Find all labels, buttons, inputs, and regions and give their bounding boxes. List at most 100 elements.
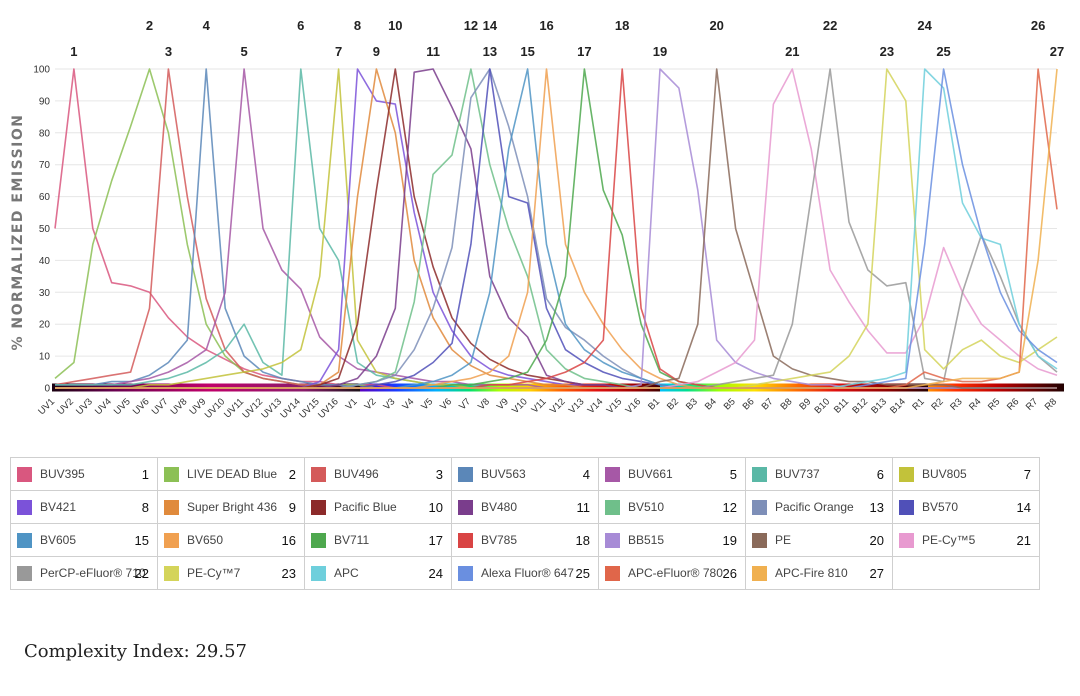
y-tick-label: 20: [39, 320, 51, 331]
legend-swatch: [164, 466, 179, 482]
peak-label: 22: [823, 18, 837, 33]
x-tick-label: R2: [929, 396, 945, 412]
legend-name: BUV661: [628, 467, 673, 482]
x-tick-label: B10: [813, 396, 833, 416]
x-tick-label: V16: [623, 396, 643, 416]
legend-number: 12: [722, 500, 737, 515]
peak-label: 21: [785, 44, 799, 59]
legend-swatch: [458, 565, 473, 581]
x-tick-label: V5: [419, 396, 435, 412]
legend-number: 25: [575, 566, 590, 581]
legend-number: 20: [869, 533, 884, 548]
legend-name: BV421: [40, 500, 77, 515]
legend-number: 11: [576, 500, 591, 515]
legend-name: BUV496: [334, 467, 379, 482]
peak-label: 26: [1031, 18, 1045, 33]
legend-row: BV605 15 BV650 16 BV711 17 BV785 18 BB515 19 PE 20 P…: [10, 523, 1040, 557]
legend-name: BUV805: [922, 467, 967, 482]
series-lines: [54, 68, 1058, 389]
x-tick-label: R5: [986, 396, 1002, 412]
peak-label: 2: [146, 18, 153, 33]
x-tick-label: UV15: [297, 396, 322, 421]
legend-number: 5: [729, 467, 737, 482]
legend-cell: LIVE DEAD Blue 2: [157, 457, 305, 491]
legend-number: 19: [722, 533, 737, 548]
legend-cell: BUV737 6: [745, 457, 893, 491]
legend-swatch: [458, 466, 473, 482]
x-tick-label: V10: [510, 396, 530, 416]
y-tick-label: 50: [39, 224, 51, 235]
x-tick-label: V13: [567, 396, 587, 416]
x-tick-label: B5: [722, 396, 738, 412]
peak-label: 1: [70, 44, 77, 59]
legend-swatch: [899, 466, 914, 482]
legend-cell: BV711 17: [304, 523, 452, 557]
legend-cell: APC-Fire 810 27: [745, 556, 893, 590]
legend-cell: PE 20: [745, 523, 893, 557]
y-tick-label: 0: [44, 384, 50, 395]
peak-label: 6: [297, 18, 304, 33]
peak-label: 4: [203, 18, 211, 33]
legend-number: 26: [722, 566, 737, 581]
legend-name: APC: [334, 566, 359, 581]
legend-name: BB515: [628, 533, 665, 548]
legend-cell: Alexa Fluor® 647 25: [451, 556, 599, 590]
legend-swatch: [899, 532, 914, 548]
legend-cell: PerCP-eFluor® 710 22: [10, 556, 158, 590]
legend-swatch: [752, 466, 767, 482]
peak-label: 16: [539, 18, 553, 33]
legend-swatch: [752, 532, 767, 548]
x-tick-label: UV13: [259, 396, 284, 421]
peak-label: 10: [388, 18, 402, 33]
legend-number: 18: [575, 533, 590, 548]
grid: [55, 68, 1057, 389]
x-tick-label: V9: [495, 396, 511, 412]
legend-name: APC-Fire 810: [775, 566, 848, 581]
x-tick-label: V7: [457, 396, 473, 412]
x-tick-label: R4: [967, 396, 983, 412]
peak-label: 27: [1050, 44, 1064, 59]
legend-name: Super Bright 436: [187, 500, 278, 515]
series-line-27: [55, 68, 1058, 389]
x-tick-label: V8: [476, 396, 492, 412]
y-tick-label: 60: [39, 192, 51, 203]
legend-number: 7: [1023, 467, 1031, 482]
peak-label: 5: [240, 44, 247, 59]
y-axis-title: % NORMALIZED EMISSION: [10, 114, 26, 351]
x-tick-label: UV12: [241, 396, 266, 421]
x-tick-label: UV16: [316, 396, 341, 421]
x-tick-label: V4: [400, 396, 416, 412]
legend-number: 17: [428, 533, 443, 548]
legend-cell: BV785 18: [451, 523, 599, 557]
legend-name: PE: [775, 533, 792, 548]
x-tick-label: UV14: [278, 396, 303, 421]
peak-label: 11: [426, 44, 440, 59]
x-tick-label: UV5: [112, 396, 133, 417]
x-tick-label: V14: [586, 396, 606, 416]
x-tick-label: V2: [363, 396, 379, 412]
x-tick-label: R7: [1024, 396, 1040, 412]
x-tick-label: R3: [948, 396, 964, 412]
peak-label: 23: [880, 44, 894, 59]
legend-number: 27: [869, 566, 884, 581]
x-tick-label: R1: [910, 396, 926, 412]
x-tick-label: V3: [381, 396, 397, 412]
legend-name: BV711: [334, 533, 370, 548]
legend-number: 22: [134, 566, 149, 581]
legend-swatch: [899, 499, 914, 515]
peak-label: 18: [615, 18, 629, 33]
legend-cell: Pacific Blue 10: [304, 490, 452, 524]
legend-name: Pacific Blue: [334, 500, 397, 515]
legend-swatch: [458, 532, 473, 548]
legend-name: Alexa Fluor® 647: [481, 566, 574, 581]
x-axis-ticks: UV1UV2UV3UV4UV5UV6UV7UV8UV9UV10UV11UV12U…: [36, 396, 1059, 421]
legend-cell: APC-eFluor® 780 26: [598, 556, 746, 590]
legend-swatch: [17, 565, 32, 581]
x-tick-label: UV7: [150, 396, 171, 417]
y-tick-label: 100: [33, 65, 50, 76]
peak-label: 3: [165, 44, 172, 59]
legend-swatch: [605, 565, 620, 581]
x-tick-label: B14: [888, 396, 908, 416]
peak-label: 19: [653, 44, 667, 59]
legend-cell: BV605 15: [10, 523, 158, 557]
